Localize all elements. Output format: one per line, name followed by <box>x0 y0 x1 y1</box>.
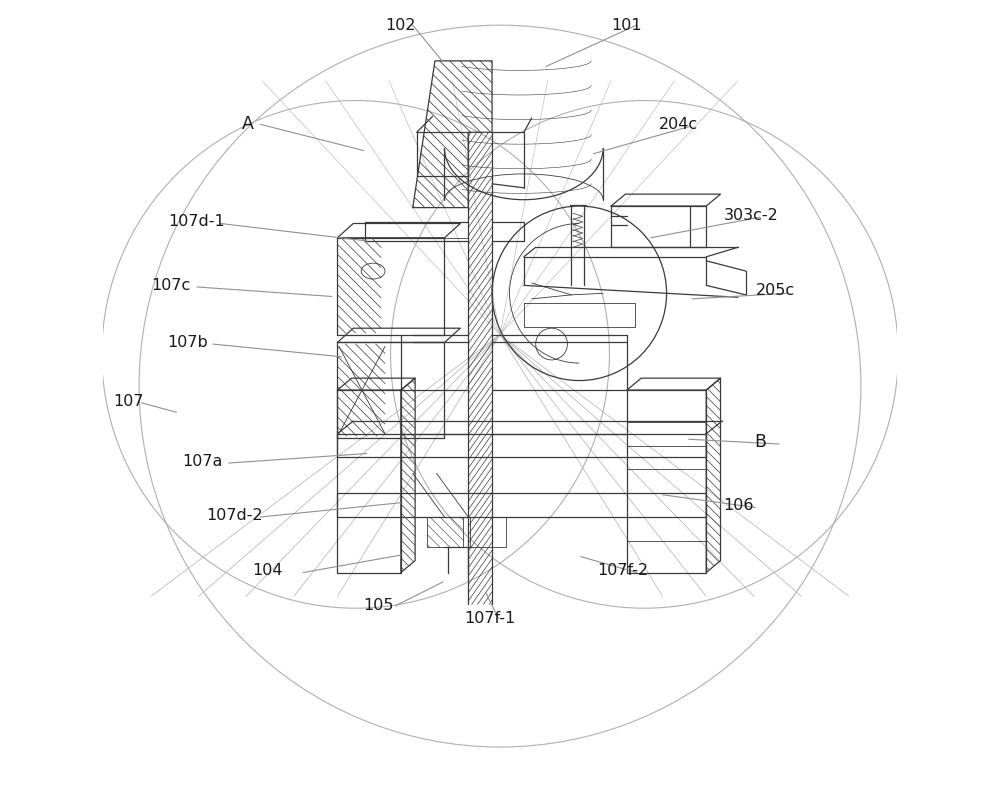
Text: 106: 106 <box>724 498 754 513</box>
Text: A: A <box>242 115 254 134</box>
Text: 104: 104 <box>253 564 283 579</box>
Text: 107d-2: 107d-2 <box>207 508 263 523</box>
Text: 105: 105 <box>364 599 394 614</box>
Text: 107f-1: 107f-1 <box>464 611 516 626</box>
Text: 102: 102 <box>385 18 415 33</box>
Text: 107c: 107c <box>151 278 190 293</box>
Text: 101: 101 <box>611 18 642 33</box>
Text: 107f-2: 107f-2 <box>597 564 648 579</box>
Text: 107b: 107b <box>167 335 208 350</box>
Text: 107: 107 <box>113 395 143 409</box>
Text: 205c: 205c <box>755 283 795 298</box>
Text: B: B <box>754 433 766 451</box>
Text: 107a: 107a <box>183 454 223 469</box>
Text: 303c-2: 303c-2 <box>724 208 778 223</box>
Text: 204c: 204c <box>659 117 698 132</box>
Text: 107d-1: 107d-1 <box>168 214 225 229</box>
